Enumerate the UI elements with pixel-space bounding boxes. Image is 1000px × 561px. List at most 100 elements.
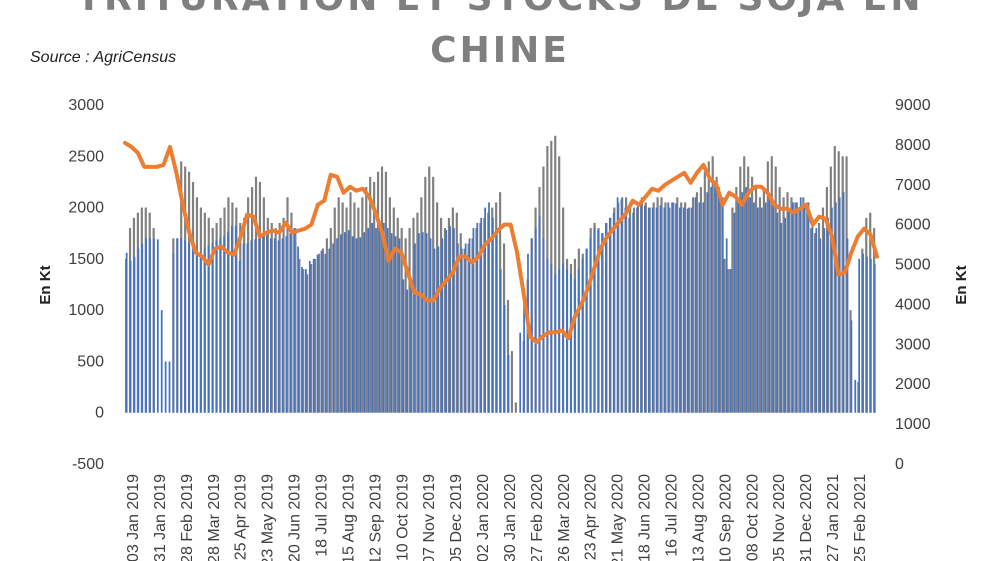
- crush-bar: [250, 240, 253, 413]
- area-column: [821, 207, 825, 413]
- crush-bar: [441, 238, 444, 413]
- crush-bar: [799, 197, 802, 413]
- crush-bar: [258, 238, 261, 413]
- area-column: [471, 238, 474, 413]
- area-column: [762, 187, 765, 413]
- crush-bar: [636, 207, 638, 413]
- crush-bar: [402, 279, 405, 413]
- crush-bar: [137, 248, 140, 413]
- area-column: [719, 197, 722, 413]
- crush-bar: [406, 289, 409, 413]
- crush-bar: [710, 187, 712, 413]
- crush-bar: [297, 246, 299, 413]
- area-column: [380, 166, 384, 413]
- crush-bar: [554, 274, 557, 413]
- crush-bar: [379, 226, 381, 413]
- crush-bar: [324, 253, 327, 413]
- crush-bar: [262, 236, 264, 413]
- crush-bar: [246, 243, 249, 413]
- crush-bar: [390, 233, 393, 413]
- crush-bar: [842, 192, 845, 413]
- x-tick-label: 31 Dec 2020: [798, 474, 815, 561]
- area-column: [467, 243, 470, 413]
- crush-bar: [714, 181, 716, 413]
- area-column: [451, 207, 454, 413]
- crush-bar: [850, 320, 853, 413]
- area-column: [699, 187, 702, 413]
- line-series-group: [123, 140, 879, 345]
- crush-bar: [375, 228, 377, 413]
- right-tick-label: 5000: [895, 257, 931, 274]
- crush-bar: [632, 212, 635, 413]
- area-column: [715, 176, 718, 413]
- area-column: [660, 197, 663, 413]
- crush-bar: [601, 233, 603, 413]
- x-tick-label: 05 Nov 2020: [771, 474, 788, 561]
- area-column: [376, 171, 380, 413]
- right-tick-label: 2000: [895, 376, 931, 393]
- crush-bar: [495, 228, 498, 413]
- crush-bar: [772, 202, 775, 413]
- right-tick-label: 0: [895, 456, 904, 473]
- area-column: [758, 197, 762, 413]
- crush-bar: [305, 269, 307, 413]
- crush-bar: [605, 222, 607, 413]
- area-column: [345, 207, 348, 413]
- area-column: [459, 233, 462, 413]
- right-tick-label: 1000: [895, 416, 931, 433]
- crush-bar: [149, 238, 151, 413]
- x-tick-label: 25 Apr 2019: [233, 474, 250, 560]
- crush-bar: [453, 228, 455, 413]
- area-column: [357, 207, 360, 413]
- crush-bar: [577, 269, 580, 413]
- area-column: [727, 269, 730, 413]
- area-column: [266, 217, 269, 413]
- area-column: [447, 217, 451, 413]
- crush-bar: [694, 197, 697, 413]
- crush-bar: [211, 243, 214, 413]
- crush-bar: [745, 187, 748, 413]
- crush-bar: [682, 207, 685, 413]
- crush-bar: [612, 212, 615, 413]
- crush-bar: [760, 207, 763, 413]
- area-column: [313, 258, 317, 413]
- area-column: [463, 248, 466, 413]
- area-column: [770, 156, 773, 413]
- x-tick-label: 23 May 2019: [260, 474, 277, 561]
- area-column: [754, 187, 758, 413]
- area-column: [743, 156, 746, 413]
- x-tick-label: 28 Mar 2019: [206, 474, 223, 561]
- x-tick-label: 27 Feb 2020: [529, 474, 546, 561]
- crush-bar: [277, 240, 280, 413]
- left-tick-label: 2500: [68, 148, 104, 165]
- left-tick-label: 500: [77, 353, 104, 370]
- crush-bar: [819, 238, 822, 413]
- crush-bar: [414, 243, 416, 413]
- area-column: [794, 202, 797, 413]
- crush-bar: [706, 192, 709, 413]
- area-column: [317, 253, 321, 413]
- area-column: [695, 192, 699, 413]
- crush-bar: [573, 279, 576, 413]
- crush-bar: [753, 202, 755, 413]
- crush-bar: [386, 228, 389, 413]
- crush-bar: [566, 269, 568, 413]
- area-column: [396, 217, 399, 413]
- area-column: [731, 207, 734, 413]
- crush-bar: [581, 258, 584, 413]
- crush-bar: [168, 361, 171, 413]
- area-column: [829, 166, 832, 413]
- area-column: [656, 197, 659, 413]
- crush-bar: [675, 203, 677, 413]
- crush-bar: [733, 212, 736, 413]
- area-column: [341, 202, 344, 413]
- area-column: [400, 228, 403, 413]
- crush-bar: [172, 253, 175, 413]
- area-column: [802, 197, 805, 413]
- crush-bar: [784, 217, 787, 413]
- area-column: [439, 217, 443, 413]
- x-tick-label: 26 Mar 2020: [556, 474, 573, 561]
- area-column: [676, 197, 679, 413]
- crush-bar: [866, 256, 868, 413]
